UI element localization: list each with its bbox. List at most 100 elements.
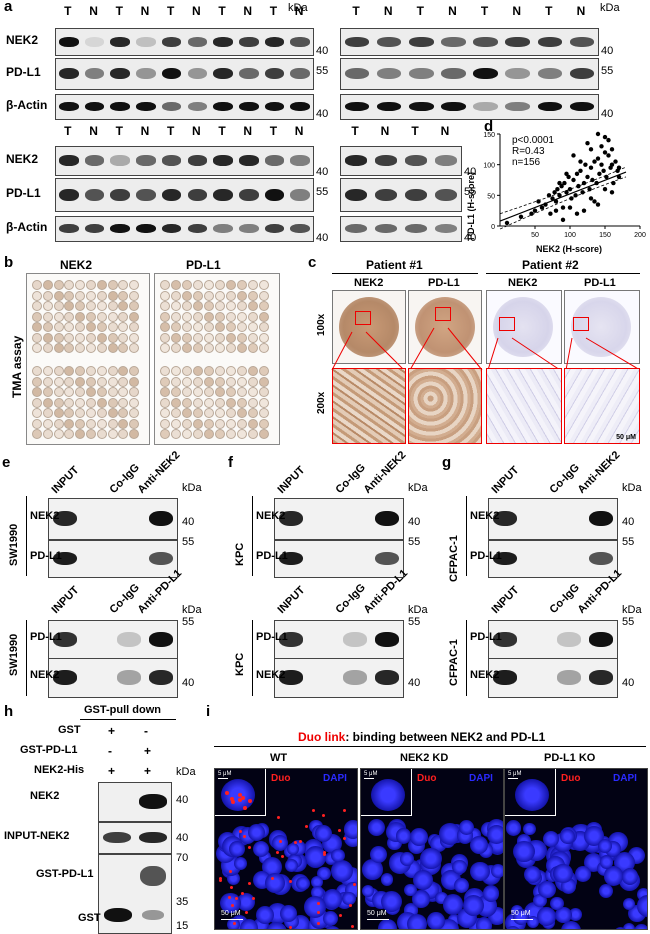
blot-band bbox=[376, 36, 402, 47]
ip-row-label: PD-L1 bbox=[256, 550, 288, 562]
nucleus bbox=[538, 880, 556, 899]
blot-band bbox=[537, 36, 562, 47]
tma-core bbox=[118, 366, 129, 376]
tma-title-nek2: NEK2 bbox=[60, 258, 93, 272]
tma-core bbox=[64, 332, 75, 343]
tma-core bbox=[64, 343, 75, 353]
nucleus bbox=[280, 904, 297, 922]
nucleus bbox=[361, 885, 375, 898]
blot-row-label: β-Actin bbox=[6, 220, 48, 234]
blot-band bbox=[139, 794, 167, 809]
duo-signal bbox=[230, 904, 234, 908]
tma-core bbox=[259, 311, 269, 322]
blot-band bbox=[264, 68, 285, 80]
nucleus bbox=[380, 873, 394, 886]
blot-band bbox=[187, 224, 208, 234]
tma-core bbox=[32, 376, 42, 387]
ip-column-label: Co-IgG bbox=[547, 581, 582, 616]
tma-core bbox=[42, 322, 53, 332]
blot-band bbox=[161, 102, 182, 112]
scatter-point bbox=[602, 134, 608, 140]
tma-core bbox=[237, 280, 247, 290]
tma-core bbox=[129, 280, 140, 290]
scale-label: 50 μM bbox=[511, 910, 531, 917]
scatter-point bbox=[578, 159, 583, 164]
blot-band bbox=[103, 832, 131, 844]
lane-label: T bbox=[269, 124, 278, 138]
nucleus bbox=[438, 919, 460, 929]
tma-core bbox=[32, 343, 42, 353]
nucleus bbox=[574, 866, 591, 883]
blot-band bbox=[238, 224, 259, 234]
tma-core bbox=[64, 397, 75, 408]
nucleus bbox=[462, 894, 484, 916]
duo-signal bbox=[342, 809, 346, 813]
scatter-point bbox=[564, 190, 569, 195]
tma-core bbox=[204, 332, 214, 343]
blot-band bbox=[213, 188, 233, 201]
blot-band bbox=[110, 155, 130, 167]
tma-core bbox=[42, 376, 53, 387]
nucleus bbox=[560, 828, 576, 844]
nucleus bbox=[253, 918, 269, 929]
kda-label: kDa bbox=[408, 604, 428, 616]
tma-core bbox=[237, 290, 247, 301]
tma-core bbox=[182, 301, 192, 311]
blot-row-label: PD-L1 bbox=[6, 65, 41, 79]
tma-core bbox=[193, 418, 203, 429]
tma-core bbox=[193, 397, 203, 408]
tma-core bbox=[248, 280, 258, 290]
blot-band bbox=[187, 68, 208, 80]
tma-core bbox=[118, 429, 129, 439]
duo-signal bbox=[247, 881, 251, 885]
tma-core bbox=[248, 332, 258, 343]
duo-signal bbox=[293, 840, 297, 844]
tma-core bbox=[86, 366, 96, 376]
tma-core bbox=[160, 343, 170, 353]
blot-band bbox=[505, 36, 530, 47]
tma-core bbox=[215, 408, 225, 418]
tma-core bbox=[64, 366, 75, 376]
tma-core bbox=[259, 397, 269, 408]
mw-marker: 40 bbox=[316, 166, 329, 178]
ci-upper bbox=[499, 166, 627, 215]
nucleus bbox=[253, 841, 270, 858]
tma-core bbox=[53, 280, 64, 290]
tma-core bbox=[248, 343, 258, 353]
dapi-label: DAPI bbox=[613, 773, 637, 784]
ip-column-label: INPUT bbox=[49, 464, 82, 496]
scatter-point bbox=[583, 162, 588, 167]
lane-label: T bbox=[115, 4, 123, 18]
tma-core bbox=[248, 322, 258, 332]
nucleus bbox=[555, 906, 572, 924]
nucleus bbox=[613, 926, 628, 929]
lane-label: N bbox=[576, 4, 586, 18]
tma-core bbox=[42, 311, 53, 322]
blot-band bbox=[290, 68, 310, 80]
blot-band bbox=[213, 155, 233, 167]
blot-band bbox=[492, 511, 518, 527]
blot-band bbox=[187, 102, 208, 112]
tma-core bbox=[64, 408, 75, 418]
mw-marker: 55 bbox=[601, 65, 614, 77]
ip-row-label: NEK2 bbox=[470, 510, 500, 522]
nucleus bbox=[310, 876, 324, 889]
mw-marker: 15 bbox=[176, 920, 189, 932]
scatter-point bbox=[601, 168, 606, 173]
blot-band bbox=[278, 551, 304, 566]
nucleus bbox=[623, 898, 636, 911]
tma-core bbox=[53, 322, 64, 332]
tma-core bbox=[118, 387, 129, 397]
scatter-point bbox=[595, 156, 601, 161]
nucleus bbox=[285, 859, 299, 873]
tma-core bbox=[96, 429, 107, 439]
nucleus bbox=[636, 895, 647, 917]
nucleus bbox=[636, 887, 647, 902]
ip-column-label: Anti-NEK2 bbox=[575, 449, 623, 496]
tma-core bbox=[193, 366, 203, 376]
blot-band bbox=[142, 910, 164, 920]
blot-band bbox=[434, 155, 458, 167]
tma-core bbox=[193, 376, 203, 387]
duolink-title-red: Duo link bbox=[298, 730, 346, 744]
condition-sign: - bbox=[144, 724, 148, 738]
